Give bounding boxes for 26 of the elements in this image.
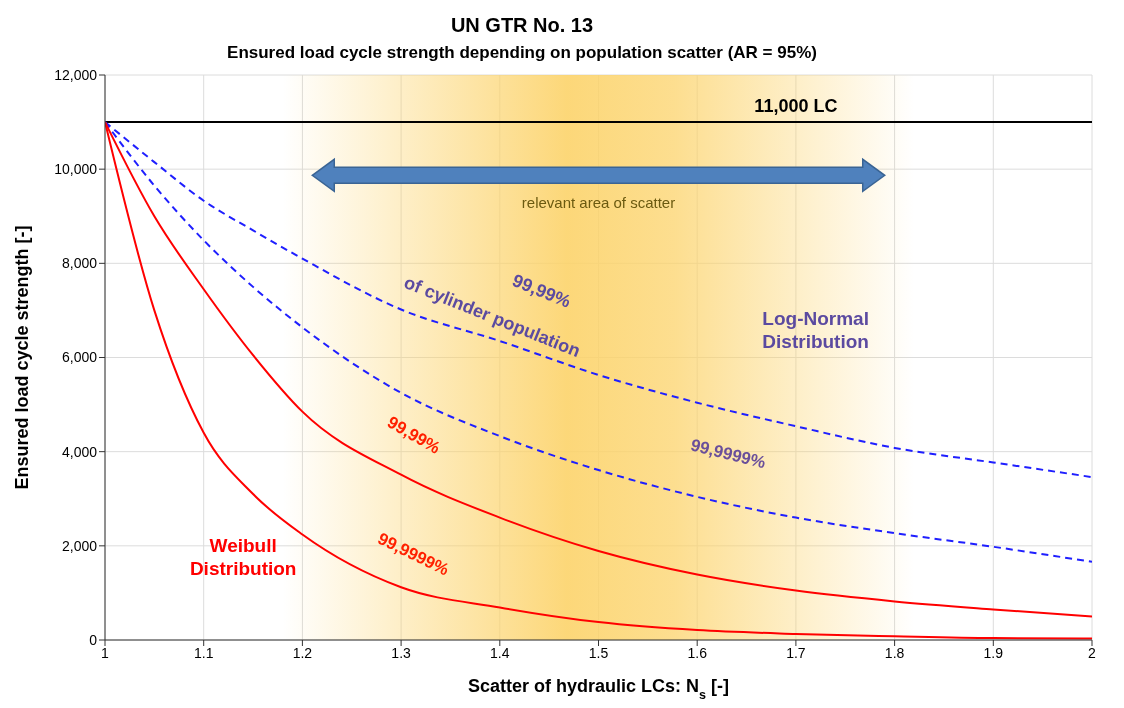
x-tick-label: 1.6 bbox=[687, 644, 708, 661]
x-tick-label: 2 bbox=[1088, 644, 1097, 661]
chart-title: UN GTR No. 13 bbox=[450, 14, 594, 36]
annotation: relevant area of scatter bbox=[521, 194, 676, 212]
x-tick-label: 1.1 bbox=[193, 644, 214, 661]
x-tick-label: 1.8 bbox=[884, 644, 905, 661]
y-tick-label: 2,000 bbox=[61, 537, 98, 554]
y-axis-title: Ensured load cycle strength [-] bbox=[12, 225, 32, 490]
y-tick-label: 6,000 bbox=[61, 349, 98, 366]
chart-subtitle: Ensured load cycle strength depending on population scatter (AR = 95%) bbox=[227, 43, 817, 62]
y-tick-label: 10,000 bbox=[54, 161, 98, 178]
x-tick-label: 1.9 bbox=[983, 644, 1004, 661]
annotation: Weibull Distribution bbox=[189, 535, 297, 580]
ref-line-label: 11,000 LC bbox=[754, 96, 838, 117]
x-tick-label: 1.2 bbox=[292, 644, 313, 661]
y-tick-label: 8,000 bbox=[61, 255, 98, 272]
x-tick-label: 1 bbox=[101, 644, 110, 661]
x-tick-label: 1.5 bbox=[588, 644, 609, 661]
x-tick-label: 1.7 bbox=[786, 644, 806, 661]
y-tick-label: 4,000 bbox=[61, 443, 98, 460]
y-tick-label: 12,000 bbox=[54, 66, 98, 83]
x-tick-label: 1.3 bbox=[391, 644, 412, 661]
annotation: Log-Normal Distribution bbox=[762, 307, 869, 352]
y-tick-label: 0 bbox=[89, 631, 98, 648]
x-tick-label: 1.4 bbox=[490, 644, 510, 661]
x-axis-title: Scatter of hydraulic LCs: N$_{s}$ [-] bbox=[467, 676, 730, 702]
